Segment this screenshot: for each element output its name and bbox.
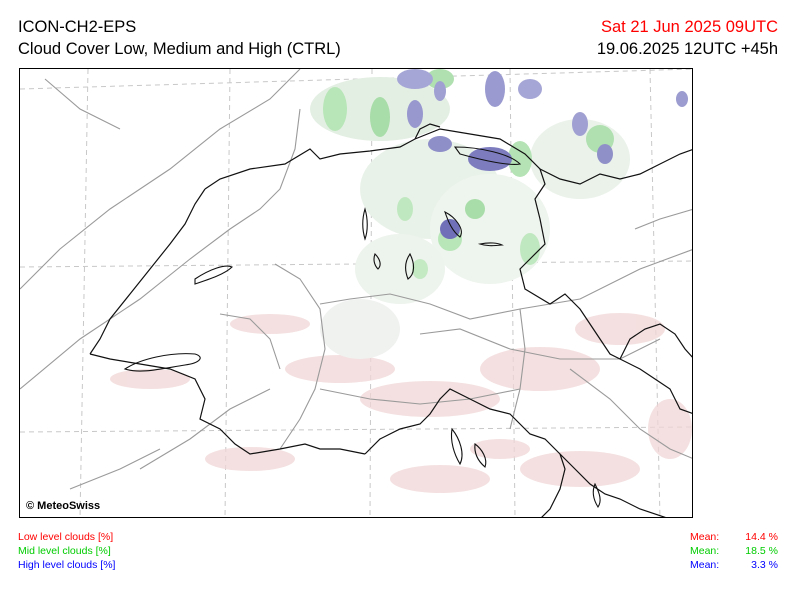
lake-zurich — [444, 210, 462, 238]
legend-low-clouds: Low level clouds [%] — [18, 531, 114, 543]
forecast-map: © MeteoSwiss — [19, 68, 693, 518]
map-canvas — [20, 69, 692, 517]
mean-mid-label: Mean: — [690, 545, 720, 557]
mean-low-label: Mean: — [690, 531, 720, 543]
lake-constance — [453, 146, 522, 165]
copyright-notice: © MeteoSwiss — [26, 500, 101, 512]
mean-high-label: Mean: — [690, 559, 720, 571]
mean-mid-value: 18.5 % — [745, 545, 778, 557]
lake-walen — [477, 242, 504, 247]
relief-lines — [20, 69, 692, 490]
lakes — [123, 146, 601, 509]
lake-geneva — [123, 353, 201, 372]
high-cloud-field — [397, 69, 688, 239]
lake-lugano — [474, 443, 487, 468]
product-title: Cloud Cover Low, Medium and High (CTRL) — [18, 40, 341, 58]
low-cloud-field — [110, 313, 692, 493]
mean-mid-clouds: Mean: 18.5 % — [690, 545, 778, 558]
legend-high-clouds: High level clouds [%] — [18, 559, 116, 571]
mean-high-clouds: Mean: 3.3 % — [690, 559, 778, 572]
country-borders — [89, 123, 692, 517]
model-name: ICON-CH2-EPS — [18, 18, 137, 36]
init-time: 19.06.2025 12UTC +45h — [596, 40, 778, 58]
lake-biel — [362, 207, 368, 241]
lake-neuchatel — [194, 265, 233, 285]
lake-como — [592, 482, 601, 509]
mean-low-value: 14.4 % — [745, 531, 778, 543]
lake-thun — [373, 253, 381, 270]
mean-high-value: 3.3 % — [751, 559, 778, 571]
graticule — [20, 69, 692, 517]
lake-maggiore — [450, 427, 463, 466]
mid-cloud-field — [310, 69, 630, 359]
mean-low-clouds: Mean: 14.4 % — [690, 531, 778, 544]
legend-mid-clouds: Mid level clouds [%] — [18, 545, 111, 557]
lake-lucerne — [405, 252, 415, 280]
valid-time: Sat 21 Jun 2025 09UTC — [600, 18, 778, 36]
